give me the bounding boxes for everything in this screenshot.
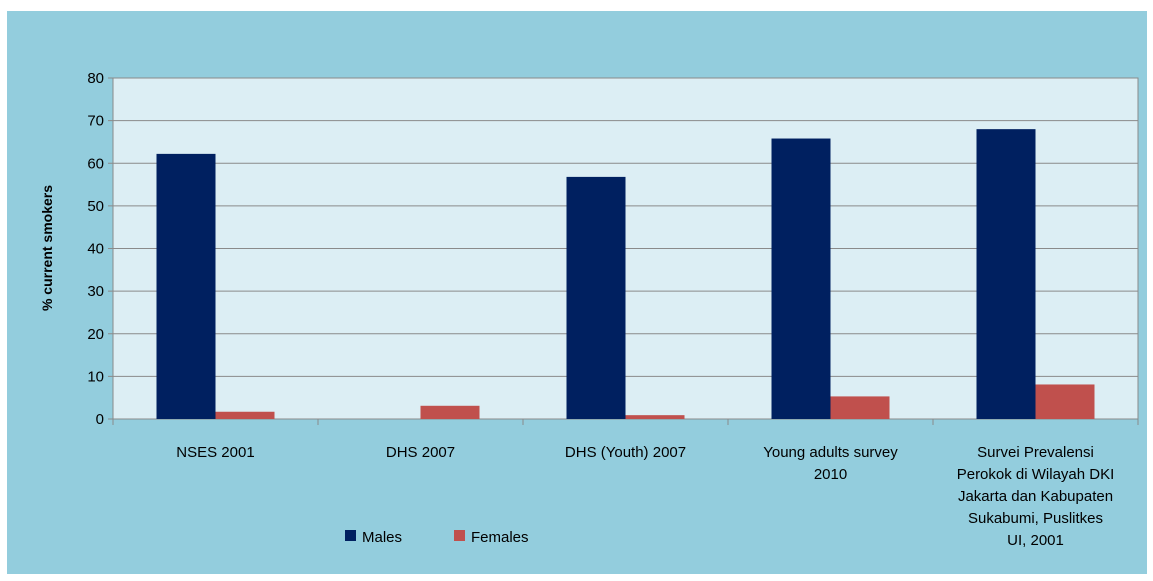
y-tick-label: 30: [87, 283, 104, 300]
x-category-label: DHS (Youth) 2007: [565, 444, 686, 461]
legend-swatch-females: [454, 530, 465, 541]
y-tick-label: 10: [87, 368, 104, 385]
x-category-label-line: 2010: [814, 466, 847, 483]
legend: Males Females: [345, 529, 529, 546]
x-category-label-line: Survei Prevalensi: [977, 444, 1094, 461]
x-category-label: DHS 2007: [386, 444, 455, 461]
bar-males-4: [976, 129, 1036, 419]
bar-females-0: [215, 411, 275, 419]
bar-females-3: [830, 396, 890, 419]
x-category-label-line: DHS 2007: [386, 444, 455, 461]
legend-swatch-males: [345, 530, 356, 541]
x-category-label-line: Perokok di Wilayah DKI: [957, 466, 1115, 483]
x-category-label: NSES 2001: [176, 444, 254, 461]
legend-label-females: Females: [471, 529, 529, 546]
x-category-label: Young adults survey 2010: [763, 444, 898, 483]
y-tick-label: 60: [87, 155, 104, 172]
x-category-label-line: Jakarta dan Kabupaten: [958, 488, 1113, 505]
axes: 0 10 20 30 40 50 60 70 80 NSES 2001 DHS 2007 DHS (Y…: [87, 70, 1139, 549]
legend-label-males: Males: [362, 529, 402, 546]
bar-females-2: [625, 415, 685, 419]
bar-females-4: [1035, 384, 1095, 419]
y-tick-label: 50: [87, 198, 104, 215]
x-category-label-line: Sukabumi, Puslitkes: [968, 510, 1103, 527]
y-tick-label: 0: [96, 411, 104, 428]
x-category-label-line: NSES 2001: [176, 444, 254, 461]
y-axis-title: % current smokers: [39, 185, 55, 311]
bar-males-2: [566, 176, 626, 419]
x-category-label: Survei Prevalensi Perokok di Wilayah DKI J…: [957, 444, 1115, 549]
y-tick-label: 70: [87, 113, 104, 130]
y-tick-label: 40: [87, 241, 104, 258]
bar-males-0: [156, 153, 216, 419]
bars: [156, 129, 1095, 419]
x-category-label-line: UI, 2001: [1007, 532, 1064, 549]
bar-males-3: [771, 138, 831, 419]
y-tick-label: 80: [87, 70, 104, 87]
x-category-label-line: DHS (Youth) 2007: [565, 444, 686, 461]
bar-females-1: [420, 405, 480, 419]
x-category-label-line: Young adults survey: [763, 444, 898, 461]
y-tick-label: 20: [87, 326, 104, 343]
